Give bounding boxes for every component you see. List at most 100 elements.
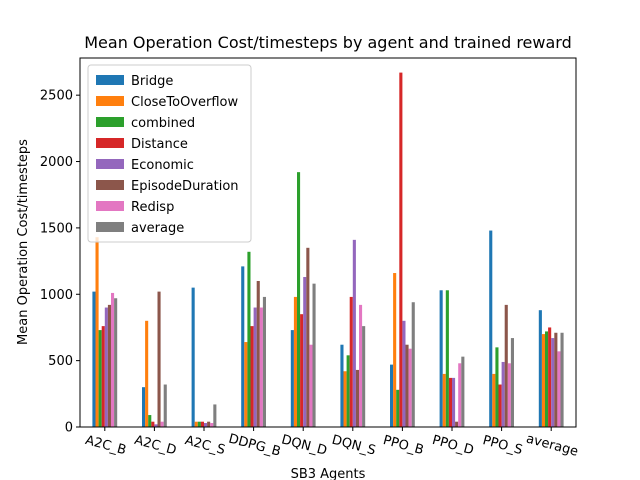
bar <box>293 296 297 427</box>
bar <box>253 307 257 427</box>
bar <box>411 302 415 427</box>
legend-label: CloseToOverflow <box>131 95 239 110</box>
bar <box>210 423 214 427</box>
bar <box>213 404 217 427</box>
legend-swatch <box>96 75 124 85</box>
legend-label: combined <box>131 116 195 131</box>
plot-frame <box>79 57 577 428</box>
y-tick-label: 2500 <box>40 89 73 104</box>
bar <box>458 363 462 427</box>
bar <box>349 296 353 427</box>
bar <box>510 338 514 427</box>
bar <box>393 273 397 427</box>
bar <box>244 342 248 427</box>
bar <box>442 373 446 427</box>
bar <box>160 421 164 427</box>
bar <box>390 364 394 427</box>
y-tick-label: 500 <box>48 354 73 369</box>
x-axis-label: SB3 Agents <box>291 467 366 480</box>
bar <box>98 330 102 427</box>
bar <box>107 304 111 427</box>
bar <box>399 72 403 427</box>
y-tick-label: 0 <box>65 421 73 436</box>
bar <box>250 326 254 427</box>
y-axis-label: Mean Operation Cost/timesteps <box>16 139 31 345</box>
bar <box>207 421 211 427</box>
legend-swatch <box>96 96 124 106</box>
bar <box>92 291 96 427</box>
bar <box>554 332 558 427</box>
bar <box>362 326 366 427</box>
bar <box>352 239 356 427</box>
y-tick-label: 1000 <box>40 288 73 303</box>
bar <box>461 356 465 427</box>
bar <box>309 344 313 427</box>
bar <box>297 172 301 427</box>
bar <box>548 327 552 427</box>
bar <box>154 424 158 427</box>
bar <box>507 363 511 427</box>
y-tick-label: 1500 <box>40 221 73 236</box>
bar <box>306 247 310 427</box>
bar <box>501 361 505 427</box>
bar <box>157 291 161 427</box>
bar <box>312 283 316 427</box>
legend-label: average <box>131 221 184 236</box>
bar <box>541 334 545 427</box>
bar <box>396 389 400 427</box>
bar <box>194 421 198 427</box>
bar <box>343 371 347 427</box>
bar <box>551 338 555 427</box>
bar <box>495 347 499 427</box>
legend: Bridge CloseToOverflow combined Distance Eco… <box>87 64 252 243</box>
bar <box>359 304 363 427</box>
bar <box>560 332 564 427</box>
bar <box>101 326 105 427</box>
legend-swatch <box>96 138 124 148</box>
bar <box>504 304 508 427</box>
bar <box>557 351 561 427</box>
bar <box>197 421 201 427</box>
bar <box>145 320 149 427</box>
bar <box>256 280 260 427</box>
bar <box>163 384 167 427</box>
bars-layer <box>92 72 564 427</box>
legend-label: Economic <box>131 158 194 173</box>
legend-swatch <box>96 222 124 232</box>
legend-label: Redisp <box>131 200 174 215</box>
bar <box>545 331 549 427</box>
bar <box>148 415 152 427</box>
bar <box>95 237 99 427</box>
bar <box>247 251 251 427</box>
bar <box>142 387 146 427</box>
legend-swatch <box>96 117 124 127</box>
bar <box>448 377 452 427</box>
legend-swatch <box>96 180 124 190</box>
bar <box>204 423 208 427</box>
bar <box>405 344 409 427</box>
bar <box>300 314 304 427</box>
chart-title: Mean Operation Cost/timesteps by agent a… <box>84 33 571 52</box>
legend-label: Distance <box>131 137 188 152</box>
legend-swatch <box>96 159 124 169</box>
bar <box>259 307 263 427</box>
bar <box>452 377 456 427</box>
bar <box>538 310 542 427</box>
legend-box <box>87 64 252 243</box>
bar <box>303 277 307 427</box>
bar <box>111 292 115 427</box>
bar <box>408 348 412 427</box>
bar <box>402 320 406 427</box>
bar <box>346 355 350 427</box>
bar <box>200 421 204 427</box>
bar <box>290 330 294 427</box>
bar <box>262 296 266 427</box>
bar <box>241 266 245 427</box>
bar <box>114 298 118 427</box>
bar <box>445 290 449 427</box>
legend-swatch <box>96 201 124 211</box>
bar <box>340 344 344 427</box>
bar <box>489 230 493 427</box>
